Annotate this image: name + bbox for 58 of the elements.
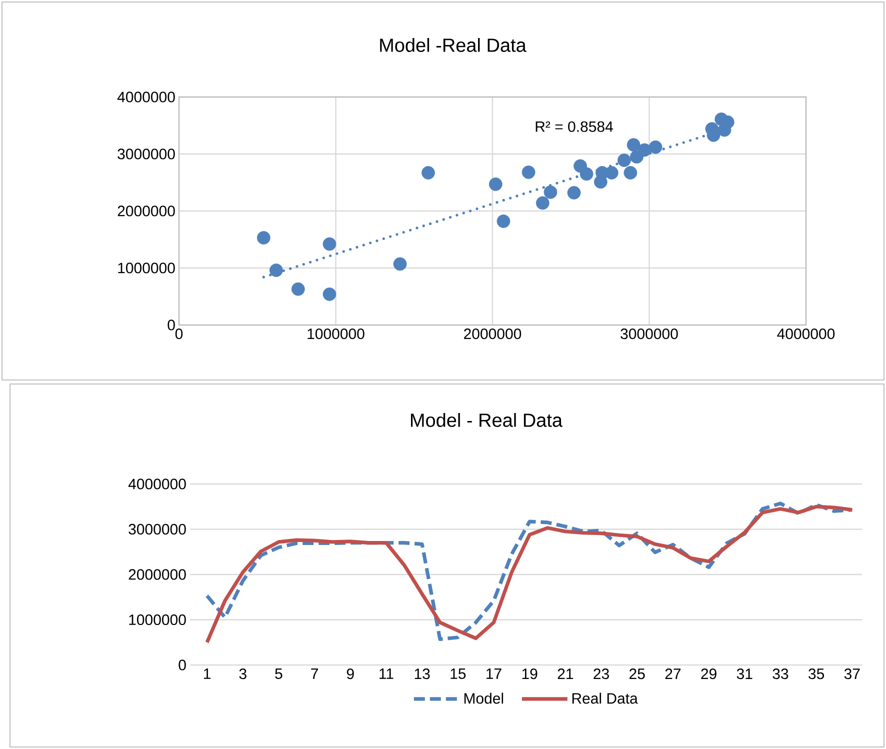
- point: [648, 140, 662, 154]
- x-tick-label: 11: [380, 668, 394, 679]
- point: [536, 196, 550, 210]
- point: [422, 166, 435, 180]
- point: [291, 282, 305, 296]
- x-tick-label: 2000000: [464, 328, 522, 340]
- x-tick-label: 3000000: [620, 328, 678, 340]
- x-tick-label: 13: [414, 668, 430, 680]
- y-tick-label: 1000000: [129, 614, 186, 626]
- x-tick-label: 15: [450, 668, 466, 679]
- x-tick-label: 7: [311, 668, 318, 679]
- x-tick-label: 35: [808, 668, 824, 680]
- x-tick-label: 1000000: [308, 328, 364, 340]
- y-tick-label: 2000000: [128, 569, 186, 580]
- point: [322, 288, 336, 301]
- x-tick-label: 21: [558, 668, 574, 679]
- x-tick-label: 19: [522, 668, 538, 680]
- point: [522, 166, 536, 179]
- x-tick-label: 1: [204, 668, 210, 679]
- x-tick-label: 31: [736, 668, 752, 680]
- x-tick-label: 5: [275, 668, 282, 679]
- point: [624, 166, 638, 180]
- point: [322, 237, 336, 251]
- x-tick-label: 9: [346, 668, 354, 680]
- point: [488, 178, 502, 191]
- point: [638, 143, 652, 157]
- x-tick-label: 23: [594, 668, 609, 680]
- point: [269, 264, 283, 277]
- chart-title: Model - Real Data: [410, 413, 563, 427]
- x-tick-label: 33: [772, 668, 788, 680]
- legend-label: Model: [464, 692, 504, 704]
- point: [544, 185, 558, 199]
- point: [496, 214, 510, 228]
- point: [617, 154, 631, 167]
- y-tick-label: 0: [178, 660, 186, 670]
- y-tick-label: 4000000: [117, 92, 175, 102]
- x-tick-label: 27: [665, 668, 681, 679]
- y-tick-label: 0: [168, 320, 175, 330]
- y-tick-label: 4000000: [128, 478, 186, 490]
- point: [393, 257, 407, 271]
- annotation: R² = 0.8584: [536, 121, 613, 132]
- y-tick-label: 3000000: [118, 148, 175, 160]
- legend-label: Real Data: [572, 692, 638, 704]
- y-tick-label: 3000000: [128, 524, 186, 535]
- y-tick-label: 1000000: [118, 262, 175, 274]
- x-tick-label: 4000000: [777, 328, 835, 340]
- chart-title: Model -Real Data: [380, 38, 526, 52]
- y-tick-label: 2000000: [118, 206, 175, 216]
- point: [604, 166, 618, 180]
- point: [626, 138, 640, 152]
- point: [567, 186, 581, 200]
- x-tick-label: 3: [239, 668, 246, 680]
- x-tick-label: 25: [630, 668, 645, 680]
- point: [580, 167, 594, 181]
- x-tick-label: 17: [486, 668, 502, 679]
- x-tick-label: 29: [701, 668, 716, 680]
- point: [256, 231, 270, 244]
- x-tick-label: 37: [844, 668, 860, 680]
